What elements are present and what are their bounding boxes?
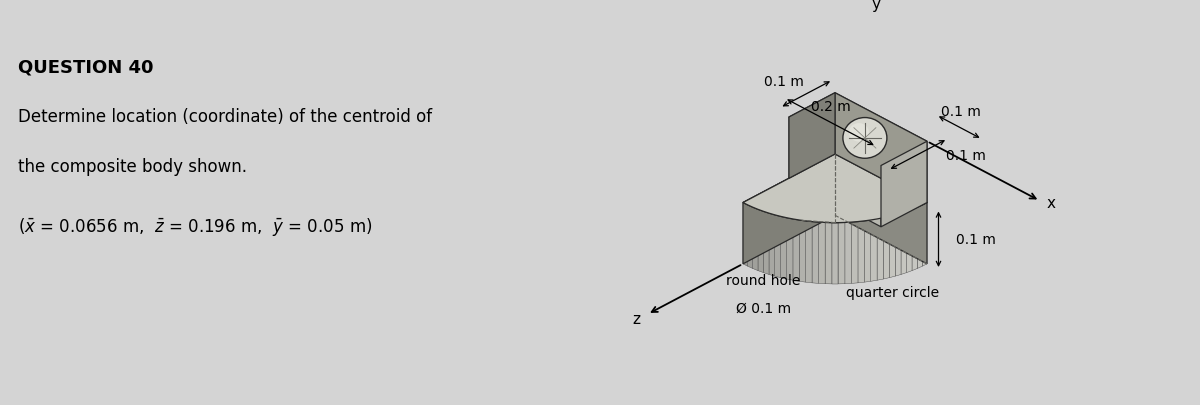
Text: the composite body shown.: the composite body shown. — [18, 158, 247, 176]
Polygon shape — [835, 155, 928, 264]
Polygon shape — [826, 223, 832, 284]
Polygon shape — [790, 94, 928, 166]
Polygon shape — [769, 213, 775, 277]
Polygon shape — [787, 218, 793, 281]
Text: Determine location (coordinate) of the centroid of: Determine location (coordinate) of the c… — [18, 108, 432, 126]
Polygon shape — [889, 215, 895, 278]
Text: y: y — [872, 0, 881, 12]
Polygon shape — [805, 221, 812, 283]
Polygon shape — [790, 118, 881, 227]
Text: 0.1 m: 0.1 m — [764, 75, 804, 89]
Polygon shape — [901, 212, 906, 275]
Polygon shape — [881, 142, 928, 227]
Polygon shape — [852, 222, 858, 284]
Polygon shape — [871, 220, 877, 281]
Polygon shape — [793, 220, 799, 281]
Polygon shape — [781, 217, 787, 279]
Text: ($\bar{x}$ = 0.0656 m,  $\bar{z}$ = 0.196 m,  $\bar{y}$ = 0.05 m): ($\bar{x}$ = 0.0656 m, $\bar{z}$ = 0.196… — [18, 216, 372, 238]
Polygon shape — [864, 220, 871, 282]
Polygon shape — [743, 155, 835, 264]
Polygon shape — [812, 222, 818, 284]
Polygon shape — [743, 155, 928, 223]
Circle shape — [842, 118, 887, 159]
Polygon shape — [763, 212, 769, 275]
Text: 0.1 m: 0.1 m — [946, 148, 985, 162]
Polygon shape — [743, 203, 748, 266]
Circle shape — [848, 124, 869, 142]
Text: QUESTION 40: QUESTION 40 — [18, 59, 154, 77]
Polygon shape — [912, 208, 917, 271]
Polygon shape — [832, 223, 839, 284]
Polygon shape — [758, 210, 763, 273]
Text: quarter circle: quarter circle — [846, 286, 940, 300]
Polygon shape — [917, 205, 923, 269]
Polygon shape — [877, 218, 883, 281]
Text: z: z — [632, 311, 641, 326]
Text: 0.1 m: 0.1 m — [941, 104, 982, 119]
Polygon shape — [775, 215, 781, 278]
Polygon shape — [748, 205, 752, 269]
Text: round hole: round hole — [726, 274, 800, 288]
Polygon shape — [790, 94, 835, 179]
Text: 0.1 m: 0.1 m — [956, 233, 996, 247]
Polygon shape — [883, 217, 889, 279]
Polygon shape — [906, 210, 912, 273]
Polygon shape — [752, 208, 758, 271]
Polygon shape — [845, 222, 852, 284]
Polygon shape — [799, 220, 805, 282]
Text: Ø 0.1 m: Ø 0.1 m — [736, 301, 791, 315]
Polygon shape — [835, 94, 928, 203]
Polygon shape — [839, 223, 845, 284]
Text: x: x — [1046, 196, 1056, 211]
Polygon shape — [743, 155, 928, 223]
Polygon shape — [818, 222, 826, 284]
Polygon shape — [858, 221, 864, 283]
Polygon shape — [895, 213, 901, 277]
Text: 0.2 m: 0.2 m — [810, 100, 851, 114]
Polygon shape — [923, 203, 928, 266]
